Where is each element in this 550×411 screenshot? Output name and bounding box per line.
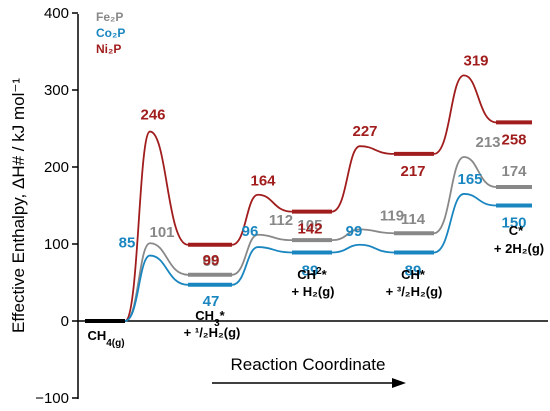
intermediate-value-label: 114: [401, 211, 426, 228]
step-label-ch3-part: *: [220, 308, 226, 323]
ts-value-label: 246: [140, 107, 165, 124]
step-label-ch2-part: CH: [297, 267, 316, 282]
step-label-ch3-part: CH: [195, 308, 214, 323]
intermediate-value-label: 89: [405, 262, 422, 279]
step-label-ch2-line2: + H₂(g): [292, 284, 335, 299]
series-curve-2: [85, 74, 532, 322]
step-label-ch4-part: CH: [87, 328, 106, 343]
intermediate-value-label: 60: [203, 253, 220, 270]
value-labels: 101 112 119 213 60 105 114 174 85 96 99 165 47 89 89 15…: [87, 52, 544, 348]
step-label-ch3-line2: + ¹/₂H₂(g): [184, 325, 241, 340]
step-label-ch2-part: 2: [316, 266, 322, 277]
intermediate-value-label: 217: [400, 163, 425, 180]
legend-entry: Fe₂P: [96, 10, 123, 24]
legend-entry: Ni₂P: [96, 42, 121, 56]
step-label-ch3-part: 3: [214, 318, 220, 329]
ts-value-label: 213: [475, 134, 500, 151]
ts-value-label: 85: [119, 235, 136, 252]
ts-value-label: 112: [269, 212, 293, 229]
intermediate-value-label: 89: [302, 262, 319, 279]
step-label-ch4-part: 4(g): [106, 338, 124, 349]
y-tick-label: 200: [44, 159, 69, 176]
intermediate-value-label: 47: [203, 293, 220, 310]
y-tick-label: 400: [44, 5, 69, 22]
intermediate-value-label: 150: [501, 215, 526, 232]
ts-value-label: 227: [352, 123, 377, 140]
step-label-ch: CH*: [401, 267, 426, 282]
ts-value-label: 119: [380, 207, 404, 224]
series-curve-0: [85, 156, 532, 322]
energy-curves: [85, 74, 532, 323]
axes: −100 0 100 200 300 400 Effective Enthalpy, ΔH#…: [9, 5, 548, 407]
legend-entry: Co₂P: [96, 26, 125, 40]
intermediate-value-label: 258: [501, 131, 526, 148]
ts-value-label: 165: [457, 171, 482, 188]
step-label-c: C*: [509, 223, 524, 238]
legend: Fe₂P Co₂P Ni₂P: [96, 10, 125, 56]
y-tick-label: 0: [61, 313, 69, 330]
ts-value-label: 96: [242, 223, 259, 240]
intermediate-value-label: 99: [203, 252, 220, 269]
step-label-ch3: CH3*: [195, 308, 225, 329]
intermediate-value-label: 105: [297, 217, 322, 234]
step-label-ch4: CH4(g): [87, 328, 124, 349]
ts-value-label: 319: [463, 52, 488, 69]
y-tick-label: −100: [35, 390, 69, 407]
step-label-c-line2: + 2H₂(g): [494, 241, 544, 256]
step-label-ch2-part: *: [322, 267, 328, 282]
step-label-ch2: CH2*: [297, 266, 327, 283]
ts-value-label: 101: [149, 224, 174, 241]
y-tick-label: 300: [44, 82, 69, 99]
y-tick-label: 100: [44, 236, 69, 253]
intermediate-value-label: 142: [297, 221, 322, 238]
y-axis-title: Effective Enthalpy, ΔH# / kJ mol⁻¹: [9, 78, 28, 333]
ts-value-label: 164: [250, 173, 276, 190]
intermediate-value-label: 174: [501, 163, 527, 180]
step-label-ch-line2: + ³/₂H₂(g): [386, 284, 443, 299]
x-axis-title: Reaction Coordinate: [231, 355, 386, 374]
ts-value-label: 99: [346, 223, 363, 240]
x-axis-arrow-head: [392, 378, 406, 388]
